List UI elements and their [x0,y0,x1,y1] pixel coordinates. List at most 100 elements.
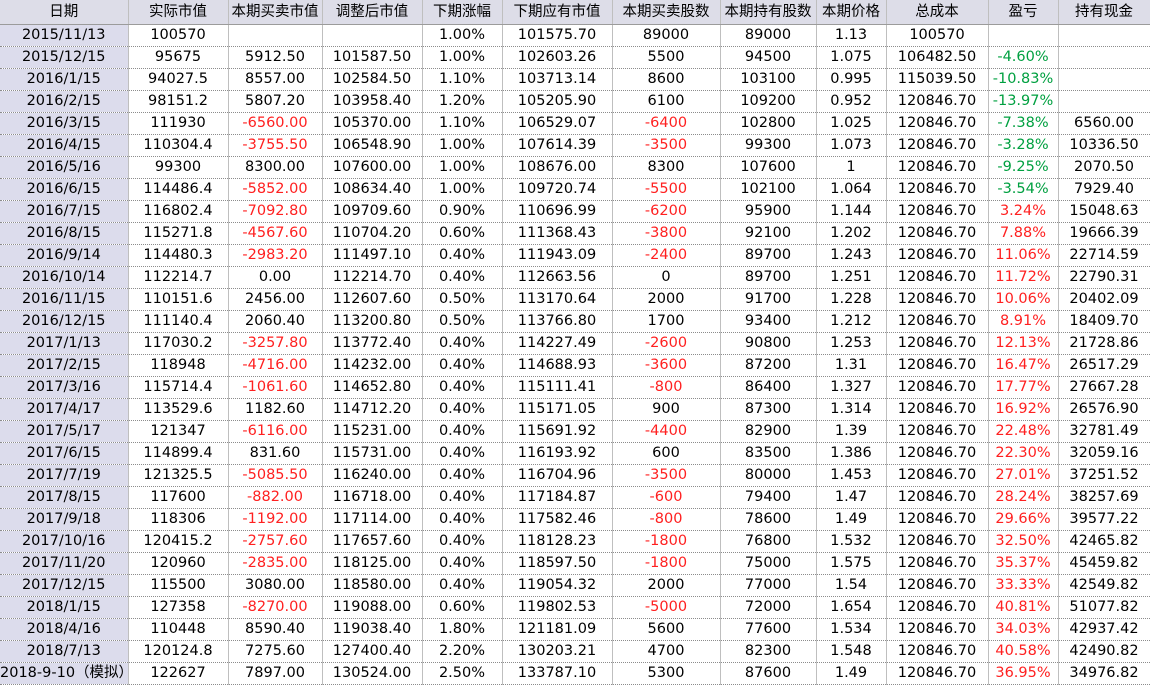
trade-value-cell[interactable]: -6560.00 [228,112,323,135]
trade-shares-cell[interactable]: 600 [612,442,721,465]
next-target-value-cell[interactable]: 111368.43 [502,222,613,245]
market-value-cell[interactable]: 115271.8 [128,222,229,245]
trade-shares-cell[interactable]: 2000 [612,574,721,597]
total-cost-cell[interactable]: 120846.70 [886,200,989,223]
market-value-cell[interactable]: 117600 [128,486,229,509]
total-cost-cell[interactable]: 120846.70 [886,266,989,289]
next-target-value-cell[interactable]: 117582.46 [502,508,613,531]
price-cell[interactable]: 1.49 [816,508,887,531]
adjusted-value-cell[interactable]: 117114.00 [322,508,423,531]
trade-shares-cell[interactable]: 5500 [612,46,721,69]
next-growth-cell[interactable]: 1.80% [422,618,503,641]
trade-shares-cell[interactable]: -1800 [612,552,721,575]
held-shares-cell[interactable]: 99300 [720,134,817,157]
total-cost-cell[interactable]: 120846.70 [886,574,989,597]
held-shares-cell[interactable]: 78600 [720,508,817,531]
next-growth-cell[interactable]: 0.40% [422,552,503,575]
cash-cell[interactable] [1058,90,1150,113]
held-shares-cell[interactable]: 95900 [720,200,817,223]
header-cell[interactable]: 总成本 [886,0,989,25]
market-value-cell[interactable]: 117030.2 [128,332,229,355]
next-target-value-cell[interactable]: 118128.23 [502,530,613,553]
trade-value-cell[interactable]: -5852.00 [228,178,323,201]
price-cell[interactable]: 1.253 [816,332,887,355]
held-shares-cell[interactable]: 82900 [720,420,817,443]
trade-value-cell[interactable]: -5085.50 [228,464,323,487]
held-shares-cell[interactable]: 109200 [720,90,817,113]
trade-shares-cell[interactable]: 4700 [612,640,721,663]
held-shares-cell[interactable]: 87600 [720,662,817,685]
cash-cell[interactable]: 6560.00 [1058,112,1150,135]
trade-shares-cell[interactable]: 89000 [612,24,721,47]
cash-cell[interactable]: 45459.82 [1058,552,1150,575]
adjusted-value-cell[interactable]: 112607.60 [322,288,423,311]
market-value-cell[interactable]: 110304.4 [128,134,229,157]
trade-value-cell[interactable]: -7092.80 [228,200,323,223]
next-target-value-cell[interactable]: 118597.50 [502,552,613,575]
date-cell[interactable]: 2018-9-10（模拟） [0,662,129,685]
date-cell[interactable]: 2016/3/15 [0,112,129,135]
adjusted-value-cell[interactable]: 114652.80 [322,376,423,399]
price-cell[interactable]: 1.228 [816,288,887,311]
price-cell[interactable]: 1.025 [816,112,887,135]
market-value-cell[interactable]: 99300 [128,156,229,179]
trade-shares-cell[interactable]: -5500 [612,178,721,201]
total-cost-cell[interactable]: 120846.70 [886,354,989,377]
next-growth-cell[interactable]: 0.40% [422,508,503,531]
date-cell[interactable]: 2017/3/16 [0,376,129,399]
next-growth-cell[interactable]: 0.40% [422,376,503,399]
cash-cell[interactable]: 20402.09 [1058,288,1150,311]
cash-cell[interactable]: 37251.52 [1058,464,1150,487]
trade-value-cell[interactable]: -4567.60 [228,222,323,245]
adjusted-value-cell[interactable]: 113772.40 [322,332,423,355]
next-target-value-cell[interactable]: 115111.41 [502,376,613,399]
pnl-cell[interactable]: 3.24% [988,200,1059,223]
trade-shares-cell[interactable]: 0 [612,266,721,289]
trade-value-cell[interactable]: -2757.60 [228,530,323,553]
header-cell[interactable]: 盈亏 [988,0,1059,25]
adjusted-value-cell[interactable]: 108634.40 [322,178,423,201]
total-cost-cell[interactable]: 120846.70 [886,134,989,157]
pnl-cell[interactable]: 40.81% [988,596,1059,619]
next-target-value-cell[interactable]: 108676.00 [502,156,613,179]
next-target-value-cell[interactable]: 119054.32 [502,574,613,597]
trade-shares-cell[interactable]: 900 [612,398,721,421]
adjusted-value-cell[interactable]: 115731.00 [322,442,423,465]
date-cell[interactable]: 2015/12/15 [0,46,129,69]
held-shares-cell[interactable]: 80000 [720,464,817,487]
trade-value-cell[interactable]: 0.00 [228,266,323,289]
price-cell[interactable]: 0.952 [816,90,887,113]
next-target-value-cell[interactable]: 109720.74 [502,178,613,201]
trade-value-cell[interactable]: -3755.50 [228,134,323,157]
next-growth-cell[interactable]: 1.00% [422,134,503,157]
trade-value-cell[interactable]: -1061.60 [228,376,323,399]
next-target-value-cell[interactable]: 116704.96 [502,464,613,487]
price-cell[interactable]: 1.49 [816,662,887,685]
held-shares-cell[interactable]: 90800 [720,332,817,355]
adjusted-value-cell[interactable]: 118125.00 [322,552,423,575]
trade-shares-cell[interactable]: 6100 [612,90,721,113]
next-target-value-cell[interactable]: 115171.05 [502,398,613,421]
pnl-cell[interactable]: 35.37% [988,552,1059,575]
total-cost-cell[interactable]: 120846.70 [886,244,989,267]
market-value-cell[interactable]: 122627 [128,662,229,685]
pnl-cell[interactable]: 34.03% [988,618,1059,641]
price-cell[interactable]: 1.064 [816,178,887,201]
price-cell[interactable]: 1.13 [816,24,887,47]
cash-cell[interactable]: 26517.29 [1058,354,1150,377]
date-cell[interactable]: 2017/7/19 [0,464,129,487]
pnl-cell[interactable]: -13.97% [988,90,1059,113]
header-cell[interactable]: 本期持有股数 [720,0,817,25]
date-cell[interactable]: 2017/1/13 [0,332,129,355]
adjusted-value-cell[interactable]: 118580.00 [322,574,423,597]
price-cell[interactable]: 1.314 [816,398,887,421]
cash-cell[interactable]: 42490.82 [1058,640,1150,663]
next-target-value-cell[interactable]: 112663.56 [502,266,613,289]
adjusted-value-cell[interactable]: 119038.40 [322,618,423,641]
price-cell[interactable]: 1.532 [816,530,887,553]
trade-value-cell[interactable]: 3080.00 [228,574,323,597]
price-cell[interactable]: 1 [816,156,887,179]
held-shares-cell[interactable]: 89000 [720,24,817,47]
pnl-cell[interactable]: 28.24% [988,486,1059,509]
header-cell[interactable]: 实际市值 [128,0,229,25]
